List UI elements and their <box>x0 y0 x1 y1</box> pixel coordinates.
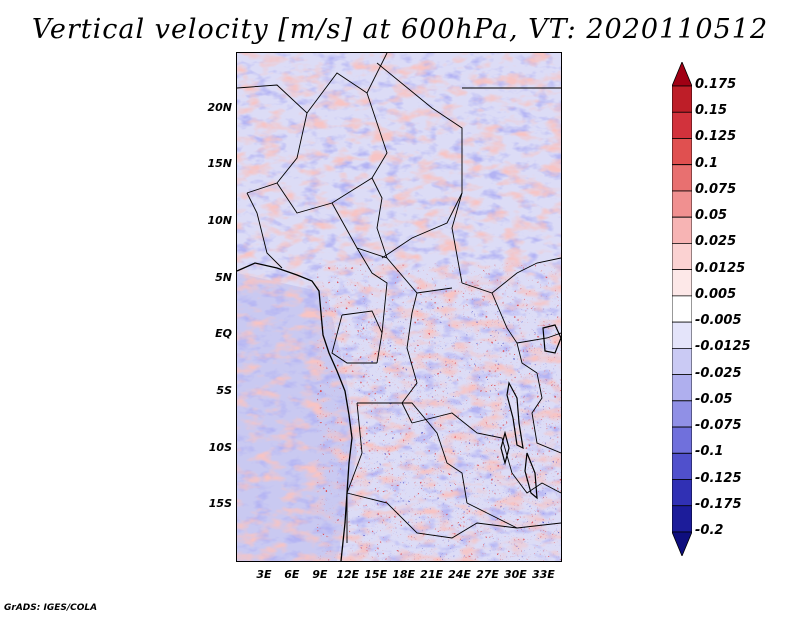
lon-label-3e: 3E <box>256 568 272 581</box>
colorbar-segment <box>671 426 693 454</box>
colorbar-segment <box>671 216 693 244</box>
coastline <box>237 262 353 561</box>
colorbar-label: 0.05 <box>695 208 728 224</box>
colorbar-segment <box>671 111 693 139</box>
colorbar-segment <box>671 269 693 297</box>
lat-label-10n: 10N <box>207 214 232 227</box>
colorbar-segment <box>671 164 693 192</box>
colorbar-segment <box>671 347 693 375</box>
colorbar-label: -0.125 <box>695 470 742 486</box>
lon-label-15e: 15E <box>364 568 388 581</box>
colorbar-label: 0.125 <box>695 129 737 145</box>
colorbar-label: 0.175 <box>695 77 737 92</box>
country-borders <box>237 53 561 543</box>
colorbar-label: 0.075 <box>695 181 737 197</box>
lat-label-15s: 15S <box>208 497 232 511</box>
lat-label-5n: 5N <box>215 270 232 284</box>
colorbar-segment <box>671 138 693 166</box>
lakes <box>500 324 561 500</box>
colorbar-label: 0.1 <box>695 155 719 171</box>
lon-label-21e: 21E <box>420 568 443 581</box>
colorbar-label: 0.005 <box>695 286 737 302</box>
grads-credit: GrADS: IGES/COLA <box>4 603 98 613</box>
lon-label-27e: 27E <box>476 568 499 581</box>
colorbar <box>671 60 693 560</box>
colorbar-label: -0.175 <box>695 496 742 512</box>
colorbar-label: -0.1 <box>695 444 724 460</box>
lon-label-12e: 12E <box>336 568 360 581</box>
colorbar-segment <box>671 60 693 87</box>
colorbar-segment <box>671 321 693 349</box>
map-panel <box>236 52 562 562</box>
colorbar-label: 0.15 <box>695 103 728 119</box>
colorbar-label: -0.005 <box>695 313 742 329</box>
lon-label-18e: 18E <box>392 568 416 581</box>
map-title: Vertical velocity [m/s] at 600hPa, VT: 2… <box>31 14 769 45</box>
colorbar-segment <box>671 85 693 113</box>
colorbar-segment <box>671 243 693 271</box>
colorbar-segment <box>671 479 693 507</box>
colorbar-segment <box>671 505 693 533</box>
colorbar-label: -0.025 <box>695 365 742 381</box>
lon-label-33e: 33E <box>531 568 555 581</box>
velocity-field-map <box>237 53 561 561</box>
colorbar-scale <box>671 60 693 558</box>
lat-label-20n: 20N <box>207 100 232 114</box>
colorbar-segment <box>671 190 693 218</box>
colorbar-segment <box>671 531 693 558</box>
colorbar-label: -0.0125 <box>695 339 751 355</box>
lon-label-24e: 24E <box>448 568 471 581</box>
colorbar-label: 0.0125 <box>695 260 746 276</box>
colorbar-segment <box>671 295 693 323</box>
lon-label-30e: 30E <box>504 568 527 581</box>
convective-cells <box>317 263 561 561</box>
colorbar-label: -0.05 <box>695 391 733 407</box>
colorbar-segment <box>671 452 693 480</box>
colorbar-segment <box>671 400 693 428</box>
colorbar-label: -0.2 <box>695 523 724 538</box>
colorbar-label: -0.075 <box>695 418 742 434</box>
colorbar-segment <box>671 374 693 402</box>
lon-label-9e: 9E <box>312 568 328 581</box>
lat-label-10s: 10S <box>208 440 232 454</box>
lat-label-15n: 15N <box>207 157 232 171</box>
lat-label-eq: EQ <box>215 327 232 341</box>
colorbar-label: 0.025 <box>695 234 737 250</box>
lon-label-6e: 6E <box>284 568 300 581</box>
lat-label-5s: 5S <box>216 384 232 397</box>
